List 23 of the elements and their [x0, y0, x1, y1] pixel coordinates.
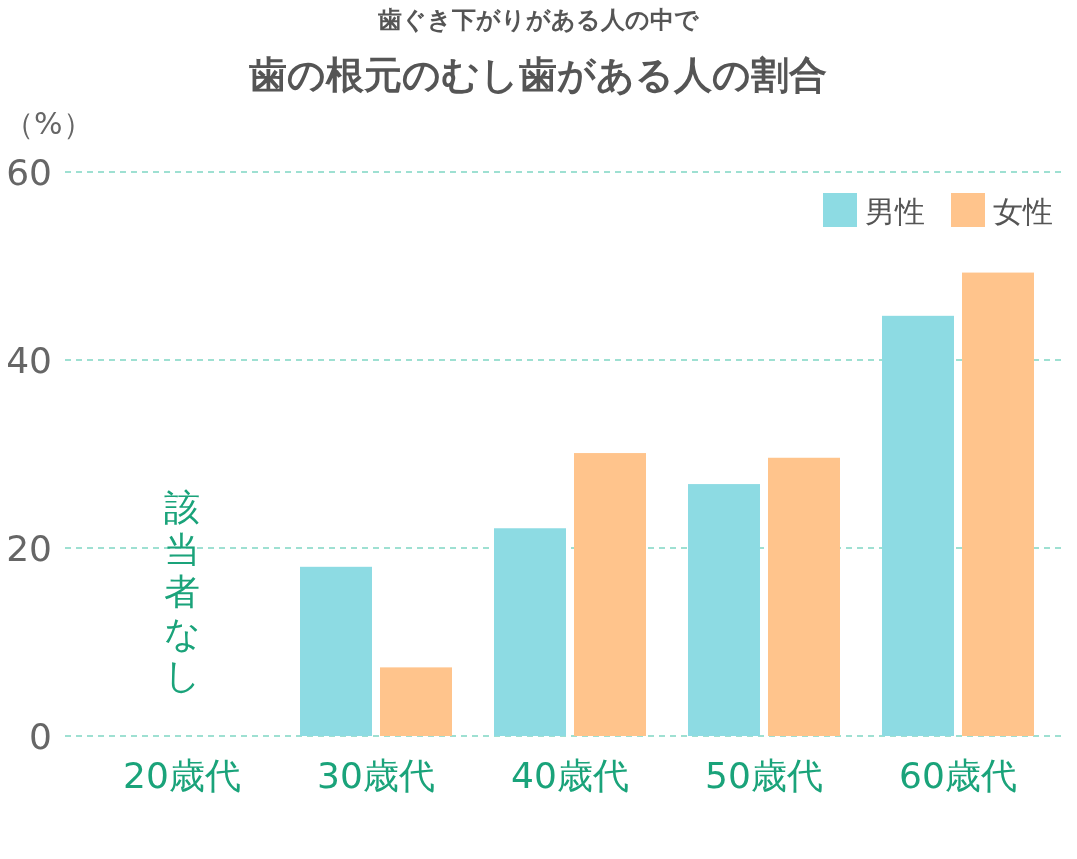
x-tick-label: 30歳代 — [317, 755, 435, 796]
y-tick-label: 0 — [29, 716, 52, 757]
y-axis-title: （%） — [4, 106, 93, 141]
bar — [574, 453, 646, 736]
x-tick-label: 60歳代 — [899, 755, 1017, 796]
annotation: 該当者なし — [163, 487, 201, 696]
x-tick-label: 20歳代 — [123, 755, 241, 796]
y-tick-label: 40 — [6, 340, 52, 381]
bar — [494, 528, 566, 736]
bar — [882, 315, 954, 736]
legend-label: 男性 — [865, 194, 925, 229]
bar — [300, 566, 372, 736]
chart-subtitle: 歯ぐき下がりがある人の中で — [376, 6, 700, 34]
y-tick-label: 60 — [6, 152, 52, 193]
y-tick-label: 20 — [6, 528, 52, 569]
bar — [380, 667, 452, 736]
bar — [962, 272, 1034, 736]
bar — [768, 457, 840, 736]
legend-label: 女性 — [993, 194, 1053, 229]
x-tick-label: 50歳代 — [705, 755, 823, 796]
chart-title: 歯の根元のむし歯がある人の割合 — [249, 53, 827, 97]
bar — [688, 484, 760, 736]
x-tick-label: 40歳代 — [511, 755, 629, 796]
